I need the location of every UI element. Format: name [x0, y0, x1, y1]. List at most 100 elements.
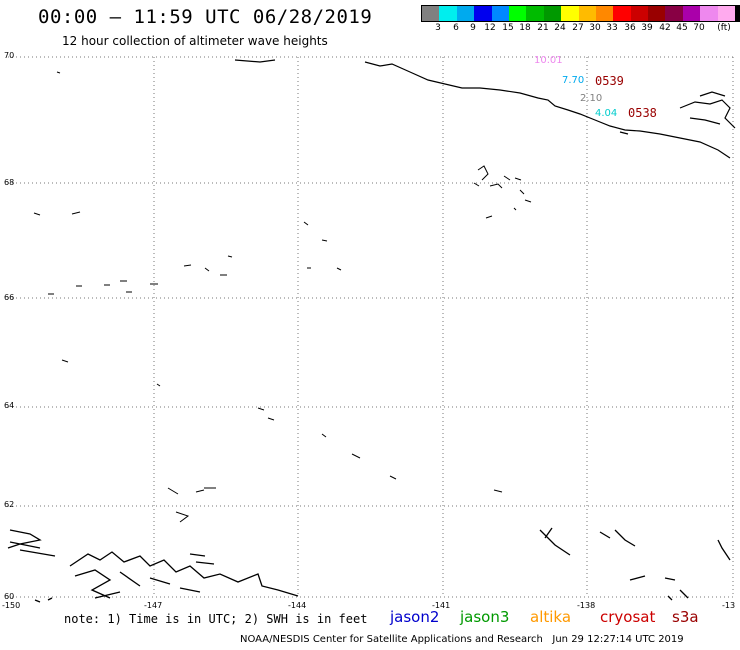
y-tick-label: 62 — [4, 500, 15, 509]
lake — [156, 383, 161, 387]
legend-swatch — [474, 6, 492, 21]
lake — [321, 433, 327, 438]
lake — [61, 359, 69, 363]
footer-note: note: 1) Time is in UTC; 2) SWH is in fe… — [64, 612, 368, 626]
coast-segment — [539, 527, 571, 556]
lake — [56, 71, 61, 74]
legend-tick: 33 — [606, 23, 618, 33]
legend-swatch — [682, 6, 701, 21]
x-tick-label: -141 — [432, 601, 451, 610]
coast-segment — [619, 131, 629, 135]
y-tick-label: 64 — [4, 401, 15, 410]
legend-swatch — [578, 6, 596, 21]
lake — [336, 267, 342, 271]
coast-segment — [679, 91, 736, 129]
legend-swatch — [700, 6, 718, 21]
legend-swatch — [508, 6, 527, 21]
map-subtitle: 12 hour collection of altimeter wave hei… — [62, 34, 328, 48]
pass-time-label: 0538 — [628, 106, 657, 120]
legend-swatch — [422, 6, 440, 21]
legend-tick: 45 — [676, 23, 688, 33]
legend-swatches — [421, 5, 740, 22]
legend-tick: 30 — [589, 23, 601, 33]
lake — [493, 489, 503, 493]
legend-swatch — [439, 6, 457, 21]
coast-segment — [7, 529, 56, 557]
legend-tick: 12 — [484, 23, 496, 33]
x-tick-label: -13 — [722, 601, 736, 610]
coastline — [234, 59, 736, 159]
lake — [321, 239, 328, 242]
y-tick-label: 66 — [4, 293, 15, 302]
legend-swatch — [717, 6, 736, 21]
lake — [167, 487, 216, 495]
legend-swatch — [735, 6, 740, 21]
southern-coast — [7, 527, 731, 603]
legend-tick: 36 — [624, 23, 636, 33]
legend-swatch — [491, 6, 509, 21]
lake — [351, 453, 361, 459]
legend-swatch — [456, 6, 475, 21]
coast-segment — [234, 59, 276, 63]
x-tick-label: -147 — [144, 601, 163, 610]
legend-swatch — [543, 6, 562, 21]
legend-tick: 42 — [659, 23, 671, 33]
lake — [389, 475, 397, 480]
satellite-s3a: s3a — [672, 608, 699, 626]
legend-swatch — [648, 6, 666, 21]
y-tick-label: 68 — [4, 178, 15, 187]
wave-height-label: 2.10 — [580, 93, 603, 104]
x-tick-label: -144 — [288, 601, 307, 610]
lake — [71, 211, 81, 215]
legend-ticks: 3 6 9 12 15 18 21 24 27 30 33 36 39 42 4… — [421, 23, 740, 35]
coast-segment — [189, 553, 215, 565]
legend-swatch — [595, 6, 614, 21]
lakes — [33, 71, 532, 523]
coast-segment — [34, 597, 53, 603]
coast-segment — [364, 61, 731, 159]
lake — [473, 165, 532, 219]
y-tick-label: 60 — [4, 592, 15, 601]
legend-tick: 6 — [453, 23, 459, 33]
coast-segment — [629, 575, 689, 601]
graticule — [8, 56, 735, 598]
legend-tick: 24 — [554, 23, 566, 33]
lake — [48, 280, 158, 295]
legend-swatch — [526, 6, 544, 21]
satellite-jason3: jason3 — [460, 608, 510, 626]
satellite-jason2: jason2 — [390, 608, 440, 626]
satellite-cryosat: cryosat — [600, 608, 656, 626]
credit-line: NOAA/NESDIS Center for Satellite Applica… — [240, 634, 684, 645]
coast-segment — [717, 539, 731, 561]
coast-segment — [69, 551, 299, 597]
x-tick-label: -150 — [2, 601, 21, 610]
legend-tick: 15 — [502, 23, 514, 33]
wave-height-label: 4.04 — [595, 108, 618, 119]
lake — [183, 264, 192, 267]
legend-tick: 3 — [435, 23, 441, 33]
lake — [227, 255, 233, 258]
lake — [303, 221, 309, 226]
legend-swatch — [665, 6, 683, 21]
wave-height-label: 10.01 — [534, 55, 563, 66]
legend-tick: 70 — [693, 23, 705, 33]
legend-tick: 39 — [641, 23, 653, 33]
legend-swatch — [561, 6, 579, 21]
lake — [257, 407, 275, 421]
legend-swatch — [613, 6, 631, 21]
legend-tick: 21 — [537, 23, 549, 33]
y-tick-label: 70 — [4, 51, 15, 60]
lake — [204, 267, 210, 272]
legend-tick: 27 — [572, 23, 584, 33]
legend-swatch — [630, 6, 649, 21]
legend-tick: 9 — [470, 23, 476, 33]
map-title: 00:00 – 11:59 UTC 06/28/2019 — [38, 6, 373, 28]
x-tick-label: -138 — [577, 601, 596, 610]
color-legend: 3 6 9 12 15 18 21 24 27 30 33 36 39 42 4… — [421, 5, 740, 33]
satellite-altika: altika — [530, 608, 572, 626]
lake — [33, 212, 41, 216]
coast-segment — [599, 529, 636, 547]
lake — [175, 511, 190, 523]
wave-height-label: 7.70 — [562, 75, 585, 86]
